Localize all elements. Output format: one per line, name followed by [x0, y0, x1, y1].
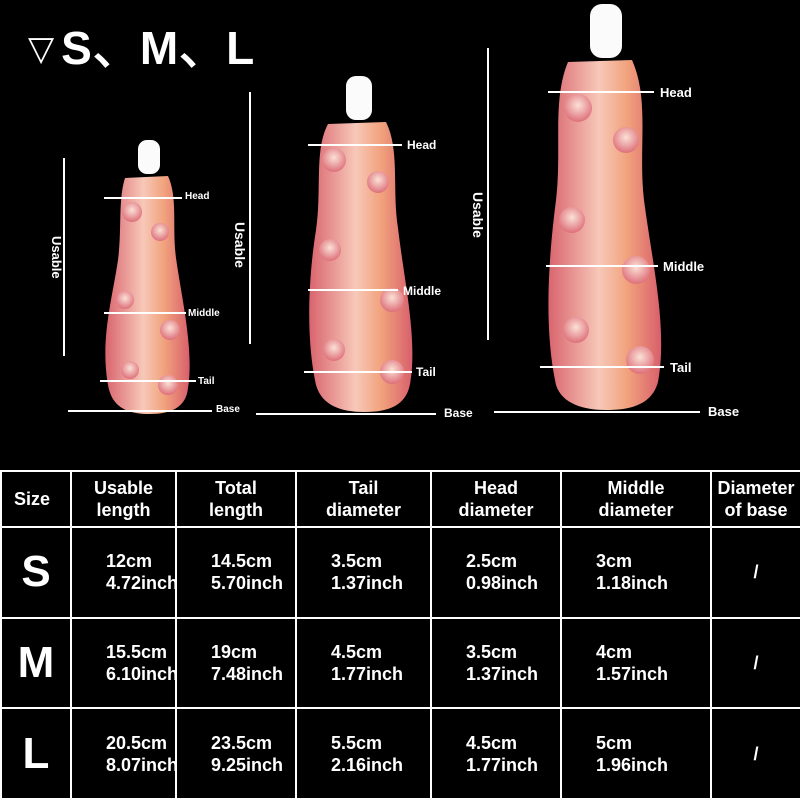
usable-length-cell: 12cm 4.72inch — [70, 526, 178, 619]
size-cell: M — [0, 616, 72, 710]
total-length-cell: 19cm 7.48inch — [175, 616, 297, 710]
large-base-label: Base — [708, 404, 740, 419]
small-usable-label: Usable — [49, 236, 64, 279]
large-guides — [487, 48, 700, 413]
header-usable-length: Usable length — [70, 470, 177, 528]
tail-diameter-cell: 3.5cm 1.37inch — [295, 526, 432, 619]
middle-diameter-cell: 5cm 1.96inch — [560, 707, 712, 800]
large-usable-label: Usable — [470, 192, 486, 238]
medium-middle-label: Middle — [403, 284, 441, 298]
tail-diameter-cell: 4.5cm 1.77inch — [295, 616, 432, 710]
table-row: L 20.5cm 8.07inch 23.5cm 9.25inch 5.5cm 2.1… — [0, 707, 800, 800]
small-tail-label: Tail — [198, 376, 215, 387]
large-head-label: Head — [660, 85, 692, 100]
size-table: Size Usable length Total length Tail diamet… — [0, 470, 800, 800]
header-middle-diameter: Middle diameter — [560, 470, 712, 528]
large-middle-label: Middle — [663, 259, 705, 274]
total-length-cell: 14.5cm 5.70inch — [175, 526, 297, 619]
middle-diameter-cell: 4cm 1.57inch — [560, 616, 712, 710]
medium-guides — [249, 92, 436, 415]
head-diameter-cell: 3.5cm 1.37inch — [430, 616, 562, 710]
product-large — [548, 4, 662, 410]
table-row: M 15.5cm 6.10inch 19cm 7.48inch 4.5cm 1.77i… — [0, 616, 800, 710]
medium-base-label: Base — [444, 406, 473, 420]
base-diameter-cell: / — [710, 707, 800, 800]
medium-head-label: Head — [407, 138, 437, 152]
tail-diameter-cell: 5.5cm 2.16inch — [295, 707, 432, 800]
product-small — [105, 140, 190, 414]
small-base-label: Base — [216, 404, 240, 415]
header-base-diameter: Diameter of base — [710, 470, 800, 528]
page-title: ▽ S、M、L — [28, 20, 255, 77]
size-list-title: S、M、L — [61, 22, 256, 74]
base-diameter-cell: / — [710, 616, 800, 710]
product-medium — [309, 76, 413, 412]
medium-usable-label: Usable — [232, 222, 248, 268]
middle-diameter-cell: 3cm 1.18inch — [560, 526, 712, 619]
usable-length-cell: 15.5cm 6.10inch — [70, 616, 178, 710]
table-header-row: Size Usable length Total length Tail diamet… — [0, 470, 800, 528]
small-middle-label: Middle — [188, 308, 220, 319]
header-tail-diameter: Tail diameter — [295, 470, 432, 528]
large-tail-label: Tail — [670, 360, 692, 375]
header-size: Size — [0, 470, 72, 528]
product-size-figure — [63, 4, 700, 415]
triangle-marker-icon: ▽ — [28, 30, 56, 68]
base-diameter-cell: / — [710, 526, 800, 619]
table-row: S 12cm 4.72inch 14.5cm 5.70inch 3.5cm 1.37i… — [0, 526, 800, 619]
small-guides — [63, 158, 212, 412]
small-head-label: Head — [185, 191, 210, 202]
size-cell: S — [0, 526, 72, 619]
total-length-cell: 23.5cm 9.25inch — [175, 707, 297, 800]
medium-tail-label: Tail — [416, 365, 436, 379]
head-diameter-cell: 2.5cm 0.98inch — [430, 526, 562, 619]
usable-length-cell: 20.5cm 8.07inch — [70, 707, 178, 800]
size-cell: L — [0, 707, 72, 800]
header-head-diameter: Head diameter — [430, 470, 562, 528]
header-total-length: Total length — [175, 470, 297, 528]
head-diameter-cell: 4.5cm 1.77inch — [430, 707, 562, 800]
